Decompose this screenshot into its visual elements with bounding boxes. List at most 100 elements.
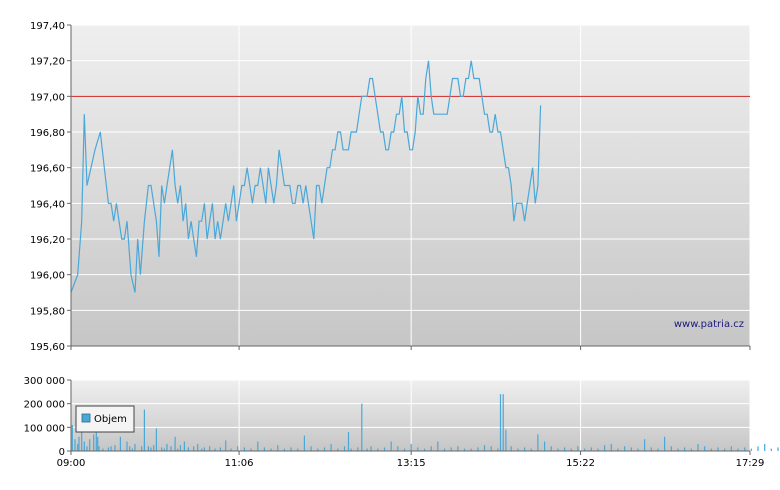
x-tick-label: 17:29	[736, 458, 765, 469]
volume-bar	[497, 448, 499, 451]
volume-bar	[323, 447, 326, 451]
volume-bar	[644, 439, 646, 451]
volume-bar	[83, 441, 85, 451]
volume-bar	[147, 446, 149, 451]
volume-bar	[237, 446, 239, 451]
price-y-tick-label: 196,00	[30, 271, 65, 282]
volume-bar	[597, 448, 599, 451]
legend-label: Objem	[94, 414, 127, 425]
volume-bar	[610, 443, 612, 451]
legend-swatch	[81, 413, 91, 423]
volume-bar	[770, 448, 772, 451]
volume-bar	[370, 446, 372, 451]
price-y-tick-label: 197,00	[30, 92, 65, 103]
volume-bar	[95, 422, 97, 451]
volume-bar	[684, 447, 686, 451]
volume-bar	[209, 446, 211, 451]
volume-bar	[161, 447, 163, 451]
volume-bar	[119, 436, 121, 451]
volume-bar	[517, 448, 519, 451]
volume-bar	[537, 434, 539, 451]
volume-bar	[357, 447, 359, 451]
volume-bar	[624, 446, 626, 451]
volume-bar	[417, 447, 419, 451]
volume-bar	[577, 446, 579, 451]
volume-bar	[524, 447, 526, 451]
volume-bar	[297, 448, 299, 451]
x-tick-label: 11:06	[225, 458, 254, 469]
price-y-tick-label: 195,80	[30, 306, 65, 317]
volume-bar	[303, 435, 305, 451]
volume-bar	[630, 447, 632, 451]
volume-y-tick-label: 100 000	[24, 423, 65, 434]
volume-panel: 0 100 000 200 000 300 000 09:00 11:06 13:15 15…	[24, 376, 779, 469]
volume-bar	[383, 447, 386, 451]
volume-bar	[225, 440, 227, 451]
volume-bar	[126, 441, 128, 451]
watermark-text: www.patria.cz	[674, 319, 744, 330]
volume-bar	[131, 448, 133, 451]
price-series-line	[70, 60, 542, 293]
volume-bar	[257, 441, 259, 451]
volume-bar	[443, 448, 446, 451]
x-tick-label: 13:15	[397, 458, 426, 469]
price-y-tick-label: 196,60	[30, 164, 65, 175]
volume-bar	[377, 448, 379, 451]
volume-bar	[604, 445, 606, 451]
price-y-tick-label: 197,20	[30, 57, 65, 68]
volume-bar	[153, 445, 155, 451]
volume-bar	[564, 447, 566, 451]
volume-bar	[483, 445, 486, 451]
volume-bar	[490, 446, 492, 451]
volume-bar	[163, 448, 165, 451]
volume-bar	[530, 448, 532, 451]
volume-bar	[89, 439, 91, 451]
volume-bar	[430, 446, 432, 451]
volume-bar	[657, 448, 659, 451]
volume-bar	[150, 447, 152, 451]
volume-bar	[744, 447, 746, 451]
volume-bar	[201, 448, 203, 451]
volume-bar	[550, 446, 552, 451]
volume-bar	[155, 428, 157, 451]
volume-bar	[102, 448, 104, 451]
x-tick-label: 15:22	[566, 458, 595, 469]
volume-bar	[410, 443, 412, 451]
volume-bar	[499, 394, 502, 451]
volume-bar	[463, 448, 466, 451]
volume-bar	[290, 447, 292, 451]
volume-bar	[317, 448, 319, 451]
volume-bar	[134, 443, 136, 451]
volume-bar	[650, 447, 652, 451]
volume-bar	[737, 448, 739, 451]
volume-bar	[230, 448, 232, 451]
volume-bar	[74, 439, 76, 451]
volume-bar	[86, 446, 88, 451]
volume-bar	[544, 441, 546, 451]
volume-bar	[584, 448, 586, 451]
volume-y-tick-label: 0	[59, 447, 65, 458]
volume-bar	[277, 445, 279, 451]
volume-bar	[250, 448, 252, 451]
volume-bar	[141, 446, 143, 451]
volume-bar	[664, 436, 666, 451]
volume-bar	[670, 446, 672, 451]
price-y-tick-label: 196,80	[30, 128, 65, 139]
volume-bar	[750, 448, 752, 451]
volume-bar	[78, 436, 80, 451]
volume-bar	[510, 446, 512, 451]
volume-y-axis-ticks: 0 100 000 200 000 300 000	[24, 376, 71, 458]
volume-bar	[98, 446, 100, 451]
volume-bar	[330, 443, 332, 451]
volume-bar	[310, 446, 312, 451]
volume-bar	[397, 446, 399, 451]
volume-bar	[283, 448, 285, 451]
volume-bar	[637, 448, 639, 451]
volume-bar	[505, 429, 507, 451]
volume-bar	[403, 448, 406, 451]
volume-bar	[724, 448, 726, 451]
volume-bar	[557, 448, 559, 451]
volume-bar	[197, 443, 199, 451]
volume-bar	[710, 448, 712, 451]
